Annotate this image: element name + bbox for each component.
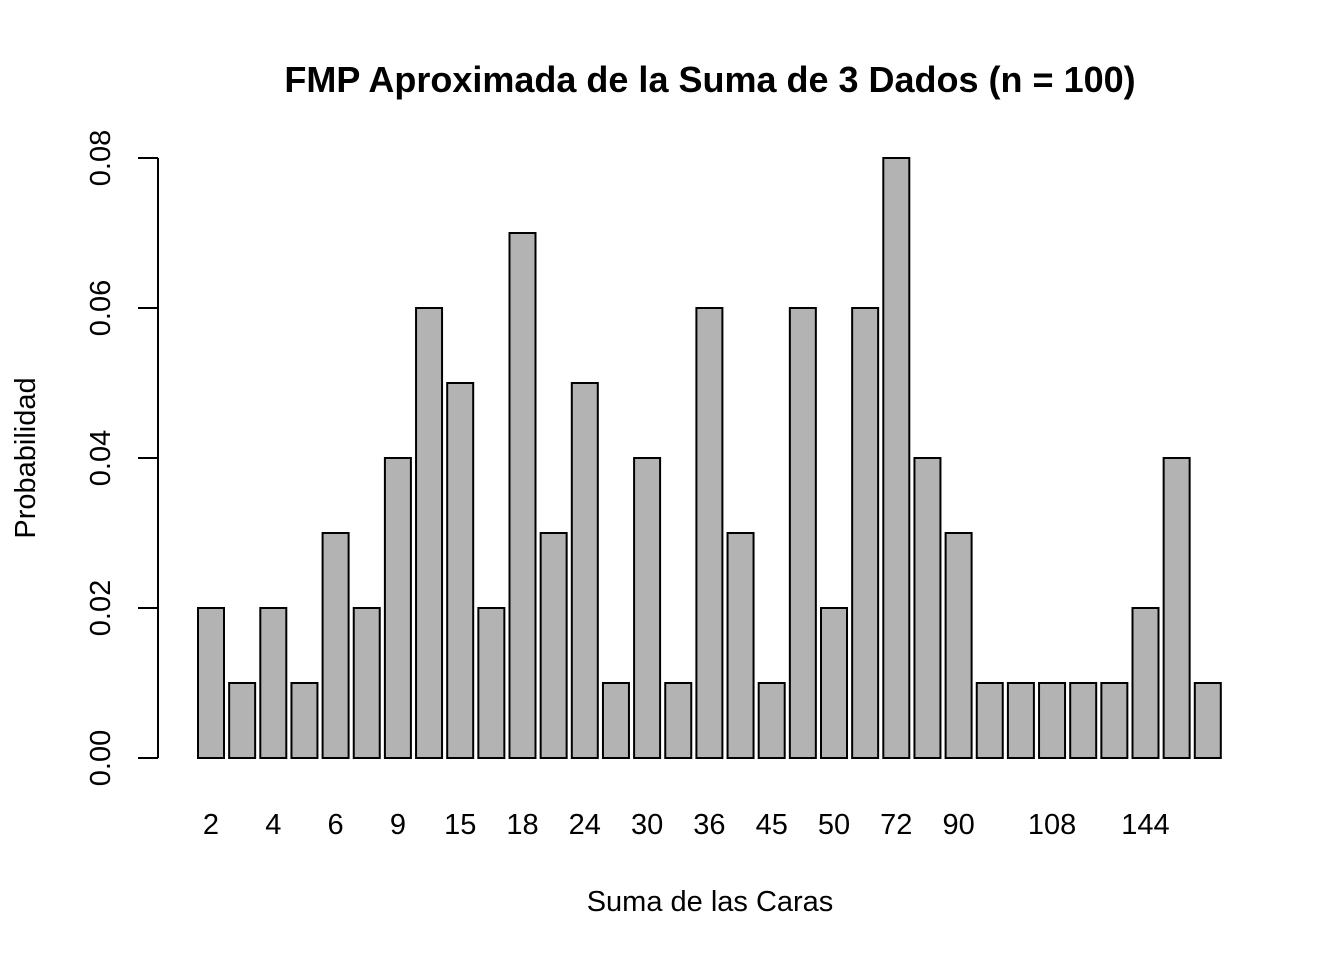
x-tick-label-6: 24 xyxy=(569,809,601,841)
bar-28 xyxy=(1069,682,1098,759)
bar-0 xyxy=(197,607,225,759)
bar-8 xyxy=(446,382,475,759)
y-tick-label-3: 0.06 xyxy=(85,280,117,336)
bar-31 xyxy=(1162,457,1191,759)
bar-12 xyxy=(570,382,599,759)
bar-10 xyxy=(508,232,537,759)
bar-32 xyxy=(1193,682,1222,759)
y-tick-label-4: 0.08 xyxy=(85,130,117,186)
bar-29 xyxy=(1100,682,1129,759)
bar-2 xyxy=(259,607,288,759)
bar-17 xyxy=(726,532,755,759)
bar-3 xyxy=(290,682,319,759)
bar-5 xyxy=(352,607,381,759)
bar-23 xyxy=(913,457,942,759)
bar-15 xyxy=(664,682,693,759)
x-tick-label-4: 15 xyxy=(444,809,476,841)
bar-27 xyxy=(1038,682,1067,759)
bar-21 xyxy=(851,307,880,759)
bar-24 xyxy=(944,532,973,759)
y-axis: 0.00 0.02 0.04 0.06 0.08 xyxy=(85,130,159,786)
x-tick-label-12: 90 xyxy=(942,809,974,841)
y-tick-label-0: 0.00 xyxy=(85,730,117,786)
bar-1 xyxy=(228,682,257,759)
x-tick-label-3: 9 xyxy=(390,809,406,841)
x-tick-label-14: 144 xyxy=(1121,809,1169,841)
bar-19 xyxy=(788,307,817,759)
y-tick-label-2: 0.04 xyxy=(85,430,117,486)
x-tick-label-13: 108 xyxy=(1028,809,1076,841)
bar-18 xyxy=(757,682,786,759)
bar-4 xyxy=(321,532,350,759)
bars-group xyxy=(197,157,1222,759)
x-tick-label-0: 2 xyxy=(203,809,219,841)
x-tick-label-7: 30 xyxy=(631,809,663,841)
x-tick-label-10: 50 xyxy=(818,809,850,841)
x-tick-label-8: 36 xyxy=(693,809,725,841)
chart-title: FMP Aproximada de la Suma de 3 Dados (n … xyxy=(284,59,1135,100)
x-tick-label-11: 72 xyxy=(880,809,912,841)
bar-14 xyxy=(633,457,662,759)
bar-20 xyxy=(820,607,848,759)
x-tick-labels: 2 4 6 9 15 18 24 30 36 45 50 72 90 108 144 xyxy=(203,809,1170,841)
y-tick-label-1: 0.02 xyxy=(85,580,117,636)
x-tick-label-5: 18 xyxy=(506,809,538,841)
bar-9 xyxy=(477,607,506,759)
bar-30 xyxy=(1131,607,1160,759)
x-tick-label-1: 4 xyxy=(265,809,281,841)
x-tick-label-2: 6 xyxy=(328,809,344,841)
x-tick-label-9: 45 xyxy=(756,809,788,841)
bar-7 xyxy=(415,307,444,759)
bar-25 xyxy=(975,682,1004,759)
bar-26 xyxy=(1006,682,1035,759)
bar-16 xyxy=(695,307,724,759)
bar-6 xyxy=(383,457,412,759)
bar-11 xyxy=(539,532,568,759)
bar-22 xyxy=(882,157,911,759)
x-axis-label: Suma de las Caras xyxy=(587,886,834,918)
bar-13 xyxy=(601,682,630,759)
y-axis-label: Probabilidad xyxy=(10,377,42,538)
